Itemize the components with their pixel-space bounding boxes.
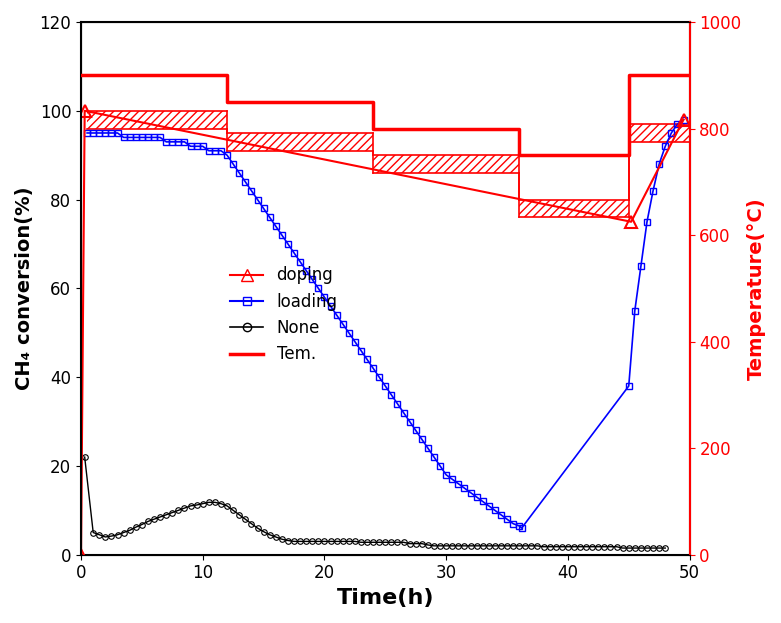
Y-axis label: CH₄ conversion(%): CH₄ conversion(%) — [15, 187, 34, 390]
Y-axis label: Temperature(°C): Temperature(°C) — [747, 197, 766, 379]
Legend: doping, loading, None, Tem.: doping, loading, None, Tem. — [223, 260, 344, 370]
X-axis label: Time(h): Time(h) — [337, 588, 434, 608]
